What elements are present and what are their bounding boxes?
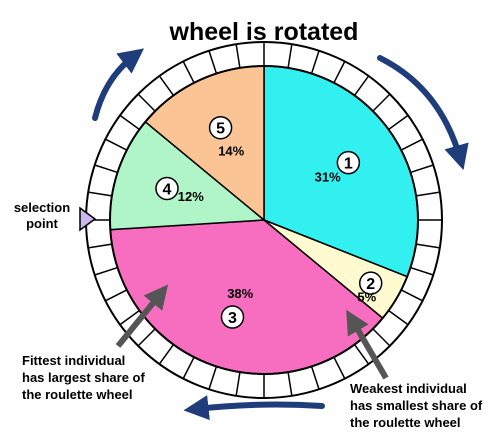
fittest-annotation-arrow [115,284,169,348]
slice-number-2: 2 [366,276,375,293]
rim-tick [410,266,434,276]
fittest-note-line-1: Fittest individual [22,353,125,368]
slice-labels: 131% 25% 3 38% 4 12% 5 14% [155,115,383,329]
rim-tick [137,328,156,347]
weakest-note-line-3: the roulette wheel [350,415,461,430]
slice-number-3: 3 [228,310,237,327]
rotation-arrow-bottom [183,395,325,421]
slice-number-badge-3 [220,305,245,329]
rim-tick [158,344,175,365]
rim-tick [105,138,128,151]
slice-percent-2: 5% [357,289,376,304]
rim-tick [372,93,391,112]
slice-number-badge-4 [155,176,179,201]
rim-tick [400,289,423,302]
slice-number-badge-1 [336,150,361,175]
rim-tick [182,61,195,84]
rim-tick [88,191,113,197]
selection-pointer [79,206,97,232]
rim-tick [353,75,370,96]
pie-slices [109,65,419,375]
rim-tick [88,243,113,249]
rim-tick [105,289,128,302]
rim-tick [235,371,241,396]
rim-tick [158,75,175,96]
rotation-arrow-top-right [377,55,469,171]
rim-tick [353,344,370,365]
slice-number-badge-5 [208,115,233,140]
slice-number-4: 4 [163,181,172,198]
wheel-inner-border [109,65,419,375]
rim-tick [415,191,440,197]
rim-tick [388,114,409,131]
slice-percent-5: 14% [218,143,244,158]
rim-tick [388,309,409,326]
rim-tick [182,356,195,379]
slice-number-5: 5 [216,121,225,138]
fittest-note-line-2: has largest share of [22,370,145,385]
fittest-note-line-3: the roulette wheel [22,387,133,402]
weakest-note-line-2: has smallest share of [350,398,483,413]
selection-point-label-line-2: point [26,216,58,231]
slice-number-1: 1 [344,156,353,173]
rim-tick [287,371,293,396]
rim-tick [415,243,440,249]
rim-tick [372,328,391,347]
rim-tick [310,366,320,390]
weakest-annotation-arrow [346,309,389,380]
rim-tick [119,114,140,131]
rim-tick [235,44,241,69]
slice-percent-3: 38% [227,286,253,301]
rim-tick [119,309,140,326]
slice-percent-4: 12% [178,189,204,204]
rim-tick [310,50,320,74]
rim-tick [287,44,293,69]
slice-percent-1: 31% [315,170,341,185]
rim-tick [333,61,346,84]
rim-tick [94,164,118,174]
rim-tick [137,93,156,112]
weakest-note-line-1: Weakest individual [350,381,467,396]
slice-number-badge-2 [358,271,383,295]
rim-tick [208,50,218,74]
selection-point-label-line-1: selection [14,200,70,215]
rim-tick [333,356,346,379]
rim-tick [94,266,118,276]
rotation-arrow-top-left [92,48,145,121]
rim-tick [410,164,434,174]
rim-tick [400,138,423,151]
rim-tick [208,366,218,390]
